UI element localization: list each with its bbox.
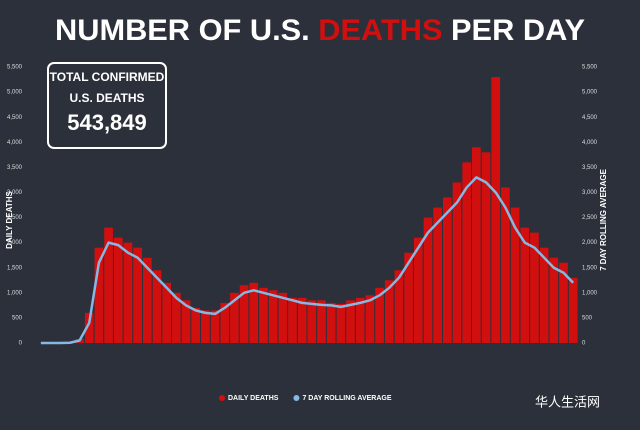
bar: [94, 247, 104, 343]
bar: [133, 247, 142, 343]
bar: [384, 280, 394, 343]
y-tick-label: 2,000: [7, 240, 23, 246]
y2-tick-label: 2,000: [582, 240, 598, 246]
bar: [423, 217, 433, 343]
bar: [172, 292, 181, 343]
box-line: TOTAL CONFIRMED: [50, 70, 165, 84]
y2-tick-label: 4,500: [582, 115, 598, 121]
bar: [501, 187, 510, 343]
bar: [433, 207, 442, 343]
bar: [452, 182, 462, 343]
bar: [162, 282, 171, 343]
bar: [239, 285, 249, 343]
bar: [462, 162, 472, 343]
bar: [210, 310, 220, 343]
bar: [181, 300, 191, 343]
bar: [375, 287, 384, 343]
y-tick-label: 4,000: [7, 140, 23, 146]
legend-label: 7 DAY ROLLING AVERAGE: [302, 395, 391, 402]
bar: [549, 257, 559, 343]
y2-tick-label: 5,000: [582, 90, 598, 96]
bar: [559, 262, 568, 343]
y-tick-label: 5,000: [7, 90, 23, 96]
box-total: 543,849: [67, 110, 147, 135]
bar: [336, 303, 346, 343]
bar: [394, 270, 404, 343]
y-tick-label: 500: [12, 315, 23, 321]
y-tick-label: 4,500: [7, 115, 23, 121]
y2-axis-label: 7 DAY ROLLING AVERAGE: [599, 168, 608, 270]
bar: [346, 300, 355, 343]
bar: [84, 312, 94, 343]
box-line: U.S. DEATHS: [69, 91, 144, 105]
y2-tick-label: 5,500: [582, 65, 598, 71]
title-part: DEATHS: [318, 14, 442, 47]
y2-tick-label: 2,500: [582, 215, 598, 221]
total-box: [47, 62, 167, 149]
bar: [152, 270, 162, 343]
chart-title: NUMBER OF U.S. DEATHS PER DAY: [55, 14, 585, 47]
y-tick-label: 3,000: [7, 190, 23, 196]
bar: [326, 302, 336, 343]
legend-swatch: [219, 395, 225, 401]
bar: [365, 295, 375, 343]
y-tick-label: 1,000: [7, 290, 23, 296]
bar: [404, 252, 413, 343]
bar: [278, 292, 288, 343]
bar: [201, 310, 210, 343]
bar: [413, 237, 423, 343]
title-part: NUMBER OF U.S.: [55, 14, 310, 47]
bar: [142, 257, 152, 343]
legend-swatch: [293, 395, 300, 401]
y-tick-label: 1,500: [7, 265, 23, 271]
y2-tick-label: 0: [582, 341, 586, 347]
y-tick-label: 0: [19, 341, 23, 347]
bar: [568, 277, 578, 343]
line: [40, 176, 575, 345]
bar: [104, 227, 113, 343]
bar: [355, 297, 365, 343]
bar: [491, 77, 501, 343]
y2-tick-label: 500: [582, 315, 593, 321]
y-tick-label: 5,500: [7, 65, 23, 71]
y-tick-label: 3,500: [7, 165, 23, 171]
y2-tick-label: 3,000: [582, 190, 598, 196]
watermark: 华人生活网: [535, 394, 600, 409]
y2-tick-label: 3,500: [582, 165, 598, 171]
bar: [443, 197, 452, 343]
bar: [220, 302, 230, 343]
y2-tick-label: 4,000: [582, 140, 598, 146]
title-part: PER DAY: [451, 14, 585, 47]
y2-tick-label: 1,500: [582, 265, 598, 271]
bar: [230, 292, 239, 343]
y2-tick-label: 1,000: [582, 290, 598, 296]
bar: [530, 232, 539, 343]
bar: [249, 282, 259, 343]
bar: [288, 297, 297, 343]
bar: [123, 242, 133, 343]
bar: [481, 152, 491, 343]
bar: [510, 207, 520, 343]
bar: [113, 237, 123, 343]
y-tick-label: 2,500: [7, 215, 23, 221]
bar: [268, 290, 278, 343]
bar: [191, 307, 201, 343]
bar: [539, 247, 549, 343]
bar: [317, 300, 326, 343]
plot: 0 500 1,000 1,500 2,000 2,500 3,000 3,500 4,000 4…: [7, 65, 598, 347]
bar: [297, 297, 307, 343]
bar: [472, 147, 481, 343]
bar: [259, 287, 268, 343]
bar: [520, 227, 530, 343]
bar: [307, 300, 317, 343]
legend-label: DAILY DEATHS: [228, 395, 279, 402]
y-axis-label: DAILY DEATHS: [5, 191, 14, 249]
